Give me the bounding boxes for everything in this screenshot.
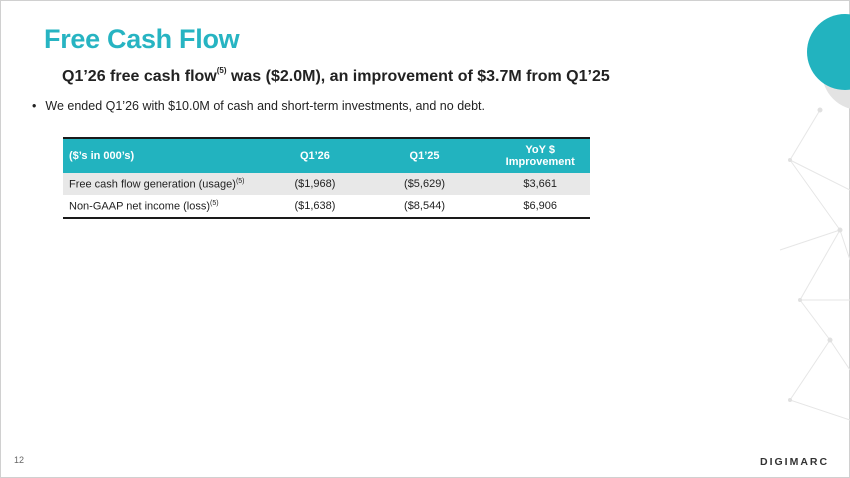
column-header: Q1’25 bbox=[358, 137, 491, 173]
cell: ($5,629) bbox=[358, 173, 491, 195]
column-header: YoY $ Improvement bbox=[490, 137, 590, 173]
bullet: • We ended Q1’26 with $10.0M of cash and … bbox=[32, 99, 485, 113]
header-row: ($’s in 000’s) Q1’26 Q1’25 YoY $ Improve… bbox=[63, 137, 590, 173]
column-header: Q1’26 bbox=[271, 137, 359, 173]
row: Non-GAAP net income (loss)(5) ($1,638) (… bbox=[63, 195, 590, 219]
cell: $6,906 bbox=[490, 195, 590, 219]
title: Free Cash Flow bbox=[44, 24, 240, 54]
bullet-text: We ended Q1’26 with $10.0M of cash and s… bbox=[45, 99, 485, 113]
table: ($’s in 000’s) Q1’26 Q1’25 YoY $ Improve… bbox=[63, 137, 590, 219]
cell: ($8,544) bbox=[358, 195, 491, 219]
footnote-ref: (5) bbox=[235, 177, 245, 185]
page-number: 12 bbox=[14, 455, 25, 465]
cell: ($1,968) bbox=[271, 173, 359, 195]
footnote-ref: (5) bbox=[216, 66, 227, 75]
row-label: Free cash flow generation (usage)(5) bbox=[63, 173, 272, 195]
logo: DIGIMARC bbox=[760, 456, 830, 468]
subtitle-text: was ($2.0M), an improvement of $3.7M fro… bbox=[226, 68, 610, 85]
subtitle-text: Q1’26 free cash flow bbox=[62, 68, 217, 85]
cell: $3,661 bbox=[490, 173, 590, 195]
label-text: Free cash flow generation (usage) bbox=[69, 178, 236, 191]
footnote-ref: (5) bbox=[210, 199, 219, 207]
subtitle: Q1’26 free cash flow(5) was ($2.0M), an … bbox=[62, 66, 610, 86]
cell: ($1,638) bbox=[271, 195, 359, 219]
row-label: Non-GAAP net income (loss)(5) bbox=[63, 195, 272, 219]
row: Free cash flow generation (usage)(5) ($1… bbox=[63, 173, 590, 195]
teal-circle bbox=[807, 14, 850, 90]
network-dots bbox=[788, 107, 843, 402]
network-lines bbox=[779, 109, 850, 421]
column-header: ($’s in 000’s) bbox=[63, 137, 272, 173]
label-text: Non-GAAP net income (loss) bbox=[69, 200, 211, 213]
